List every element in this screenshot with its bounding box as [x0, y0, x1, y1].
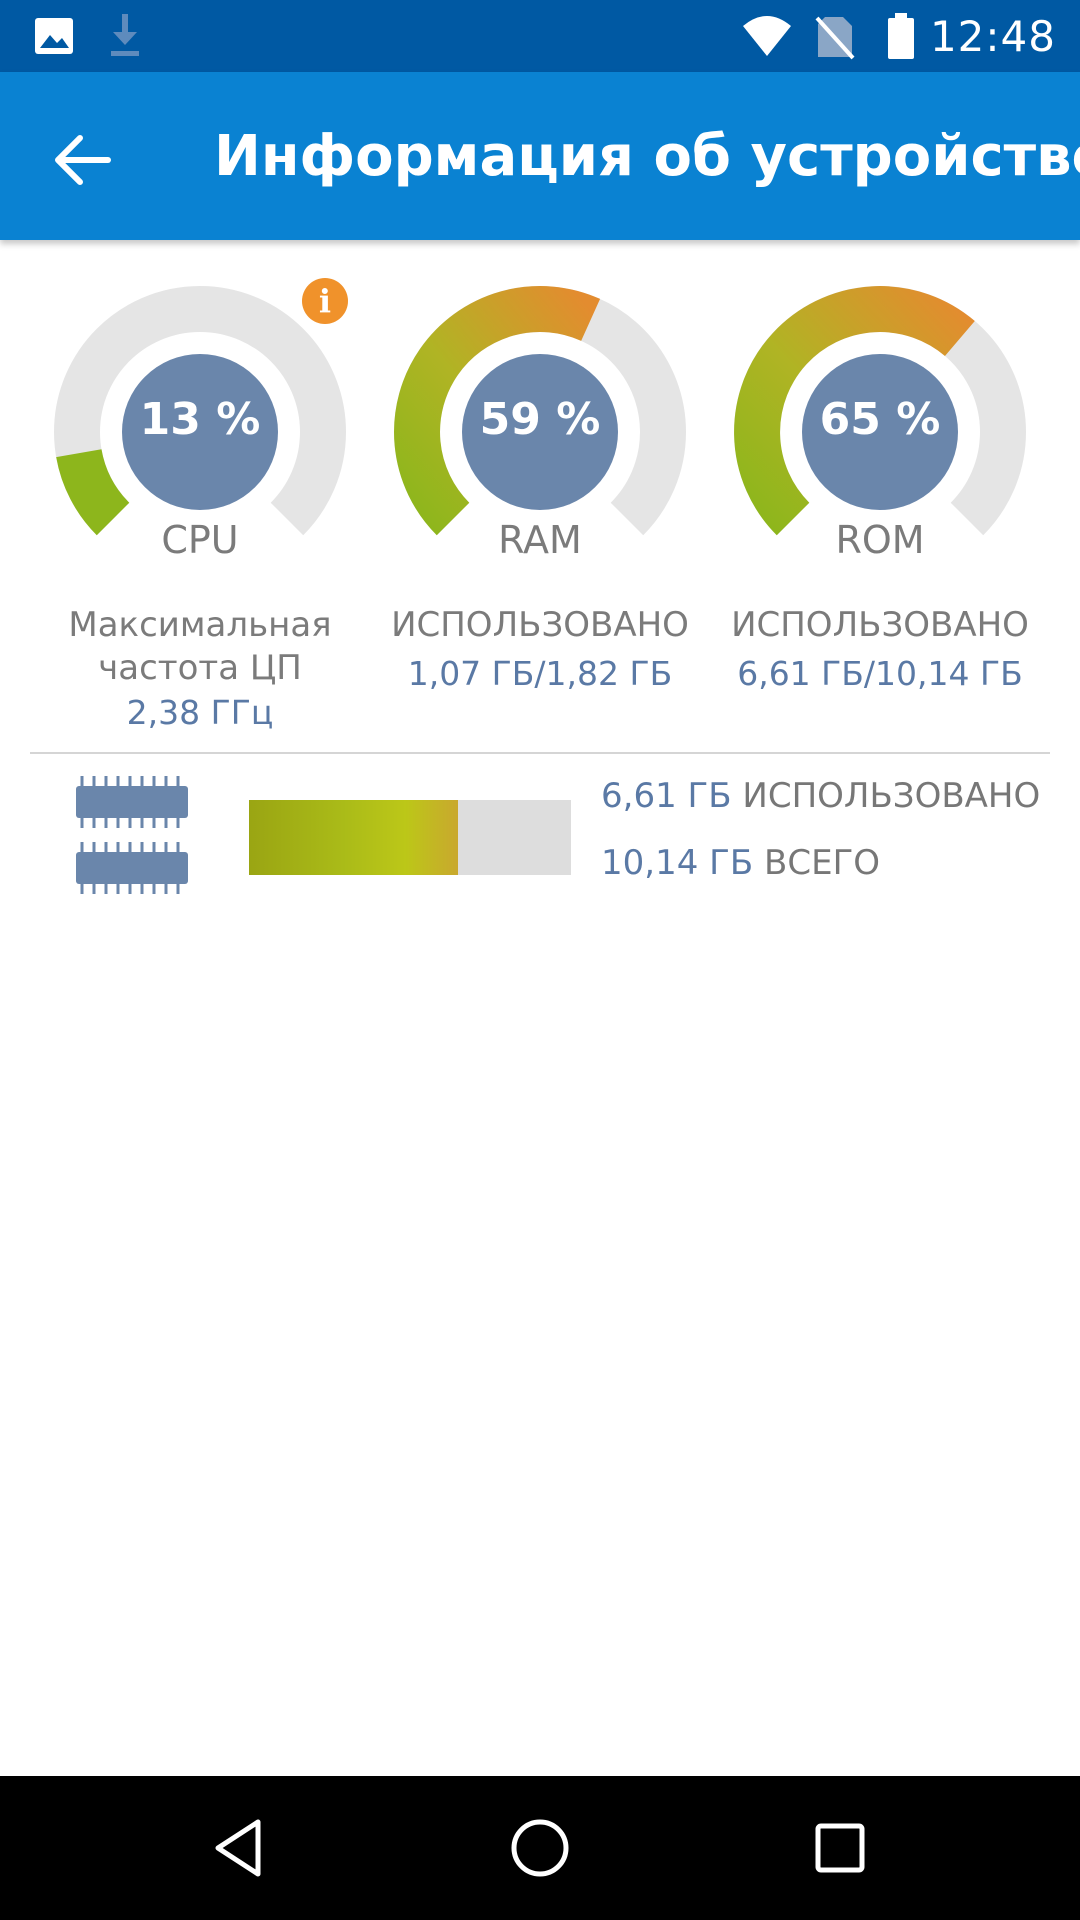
- ram-details: ИСПОЛЬЗОВАНО 1,07 ГБ/1,82 ГБ: [370, 604, 710, 697]
- status-bar: 12:48: [0, 0, 1080, 72]
- wifi-icon: [743, 16, 791, 56]
- storage-used-amount: 6,61 ГБ: [601, 776, 732, 816]
- storage-total-amount: 10,14 ГБ: [601, 843, 754, 883]
- image-icon: [35, 18, 73, 54]
- battery-icon: [888, 13, 914, 59]
- divider: [30, 752, 1050, 754]
- cpu-freq-value: 2,38 ГГц: [126, 693, 274, 732]
- ram-gauge-center: [462, 354, 618, 510]
- cpu-gauge-center: [122, 354, 278, 510]
- arrow-left-icon: [55, 135, 111, 185]
- info-icon[interactable]: i: [302, 278, 348, 324]
- rom-used-label: ИСПОЛЬЗОВАНО: [731, 605, 1029, 645]
- cpu-label: CPU: [161, 518, 239, 562]
- storage-progress-fill: [249, 800, 459, 875]
- navigation-bar: [0, 1776, 1080, 1920]
- cpu-gauge-track: [54, 286, 346, 536]
- ram-gauge[interactable]: 59 % RAM: [390, 282, 690, 582]
- page-title: Информация об устройстве: [214, 124, 1080, 189]
- memory-chip-icon: [76, 776, 188, 894]
- home-circle-icon[interactable]: [504, 1812, 576, 1884]
- app-bar: Информация об устройстве: [0, 72, 1080, 240]
- cpu-freq-label-line2: частота ЦП: [98, 648, 302, 688]
- cpu-details: Максимальная частота ЦП 2,38 ГГц: [30, 604, 370, 736]
- rom-details: ИСПОЛЬЗОВАНО 6,61 ГБ/10,14 ГБ: [710, 604, 1050, 697]
- back-triangle-icon[interactable]: [204, 1812, 276, 1884]
- storage-total: 10,14 ГБ ВСЕГО: [601, 843, 880, 883]
- rom-gauge-center: [802, 354, 958, 510]
- storage-used: 6,61 ГБ ИСПОЛЬЗОВАНО: [601, 776, 1040, 816]
- storage-progress-bar: [249, 800, 571, 875]
- ram-used-value: 1,07 ГБ/1,82 ГБ: [407, 654, 673, 693]
- ram-label: RAM: [498, 518, 582, 562]
- rom-label: ROM: [835, 518, 925, 562]
- rom-gauge[interactable]: 65 % ROM: [730, 282, 1030, 582]
- cpu-percent: 13 %: [139, 394, 261, 445]
- download-icon: [111, 14, 139, 56]
- back-button[interactable]: [46, 120, 126, 200]
- cpu-gauge-value-arc: [56, 448, 130, 536]
- ram-gauge-value-arc: [394, 286, 601, 536]
- ram-used-label: ИСПОЛЬЗОВАНО: [391, 605, 689, 645]
- rom-used-value: 6,61 ГБ/10,14 ГБ: [737, 654, 1023, 693]
- ram-percent: 59 %: [479, 394, 601, 445]
- rom-gauge-value-arc: [734, 286, 975, 536]
- cpu-freq-label-line1: Максимальная: [68, 605, 332, 645]
- storage-used-label: ИСПОЛЬЗОВАНО: [742, 776, 1041, 816]
- storage-total-label: ВСЕГО: [764, 843, 881, 883]
- rom-percent: 65 %: [819, 394, 941, 445]
- no-sim-icon: [815, 16, 855, 60]
- recents-square-icon[interactable]: [804, 1812, 876, 1884]
- status-time: 12:48: [929, 12, 1056, 61]
- cpu-gauge[interactable]: 13 % CPU: [50, 282, 350, 582]
